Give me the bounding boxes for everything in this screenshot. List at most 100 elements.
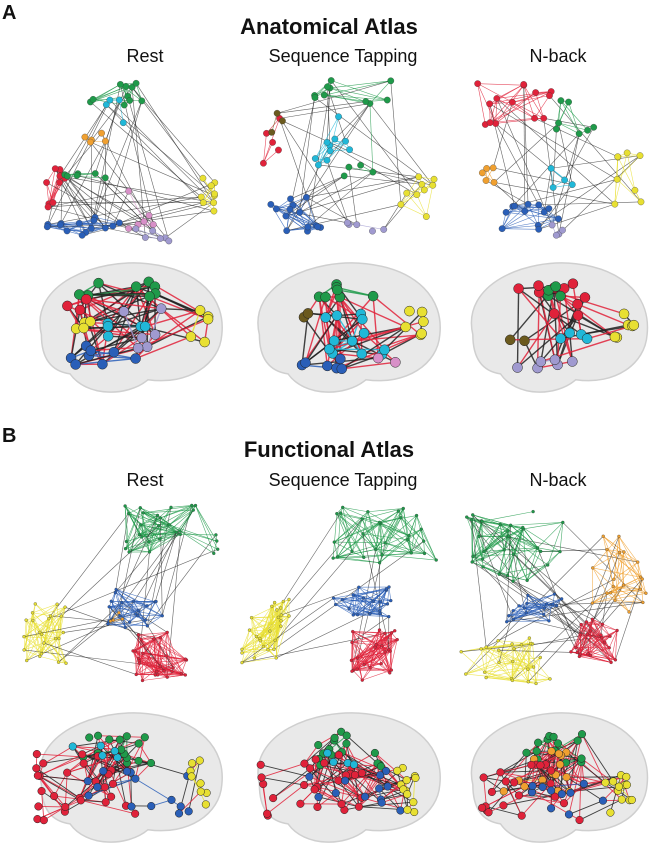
graph-node [584,620,589,624]
graph-edge [479,535,509,537]
brain-node [257,773,266,782]
graph-node [270,604,274,609]
graph-edge [271,606,275,650]
graph-node [540,208,548,216]
graph-edge [145,601,157,621]
graph-node [75,219,83,227]
graph-node [344,219,351,227]
graph-edge [384,510,399,544]
graph-node [331,135,339,143]
graph-edge [137,615,148,627]
graph-edge [121,602,137,615]
graph-edge [592,567,608,594]
brain-node [622,772,631,781]
graph-edge [318,164,419,178]
graph-edge [129,605,148,623]
graph-node [585,632,589,636]
graph-edge [334,522,380,543]
graph-edge [614,600,643,603]
graph-edge [484,535,509,552]
graph-edge [498,650,529,682]
brain-node [567,356,578,367]
graph-node [531,509,535,514]
brain-edge [579,799,623,821]
graph-edge [513,607,525,620]
graph-node [279,619,283,623]
brain-node [199,336,210,348]
brain-node [33,771,42,780]
graph-edge [140,524,177,533]
graph-node [193,503,198,508]
brain-node [559,799,569,808]
graph-node [539,549,543,554]
brain-node [360,792,370,801]
graph-node [214,533,218,537]
graph-edge [165,656,168,678]
graph-node [165,630,169,635]
brain-node [554,749,563,758]
graph-node [314,223,322,231]
graph-edge [281,586,359,616]
graph-edge [362,651,386,681]
graph-edge [115,592,134,602]
graph-node [147,540,151,544]
graph-edge [523,85,544,119]
brain-node [579,779,588,788]
brain-edge [547,289,573,362]
graph-edge [375,528,422,550]
graph-edge [149,525,160,552]
graph-edge [351,533,364,552]
graph-edge [337,556,380,564]
brain-node [74,304,86,316]
graph-edge [489,103,515,207]
graph-edge [128,536,143,553]
graph-edge [43,615,62,644]
graph-edge [388,632,392,650]
graph-node [532,89,539,96]
brain-node [367,290,379,302]
graph-edge [512,133,580,207]
brain-node [341,776,350,785]
brain-edge [301,313,309,366]
brain-node [499,787,508,796]
graph-node [362,555,366,560]
graph-edge [115,551,150,593]
graph-node [603,640,607,644]
graph-node [30,611,35,615]
graph-edge [241,640,276,650]
graph-node [469,518,474,522]
brain-edge [568,800,604,815]
graph-edge [356,658,359,670]
brain-edge [304,315,338,364]
graph-edge [618,536,624,586]
brain-node [102,330,114,342]
b-nback-network-graph [459,509,648,686]
graph-edge [618,536,620,553]
graph-node [335,113,342,121]
graph-edge [170,505,192,508]
graph-node [641,600,645,605]
graph-edge [513,605,557,620]
graph-node [505,573,510,578]
graph-node [267,201,275,208]
graph-node [389,631,394,635]
graph-node [107,605,111,609]
graph-node [607,646,611,650]
graph-node [324,83,331,91]
graph-edge [507,527,524,576]
graph-node [335,555,340,559]
brain-node [300,759,309,768]
graph-node [126,97,134,104]
graph-node [275,608,279,612]
graph-edge [379,522,412,554]
graph-node [361,596,366,600]
brain-node [550,281,561,292]
graph-node [169,505,173,509]
graph-edge [46,182,50,204]
graph-edge [281,599,290,616]
graph-edge [351,660,358,670]
graph-edge [342,599,374,602]
brain-node [409,798,418,807]
graph-edge [549,95,642,203]
a-nback-network-graph [474,80,645,239]
